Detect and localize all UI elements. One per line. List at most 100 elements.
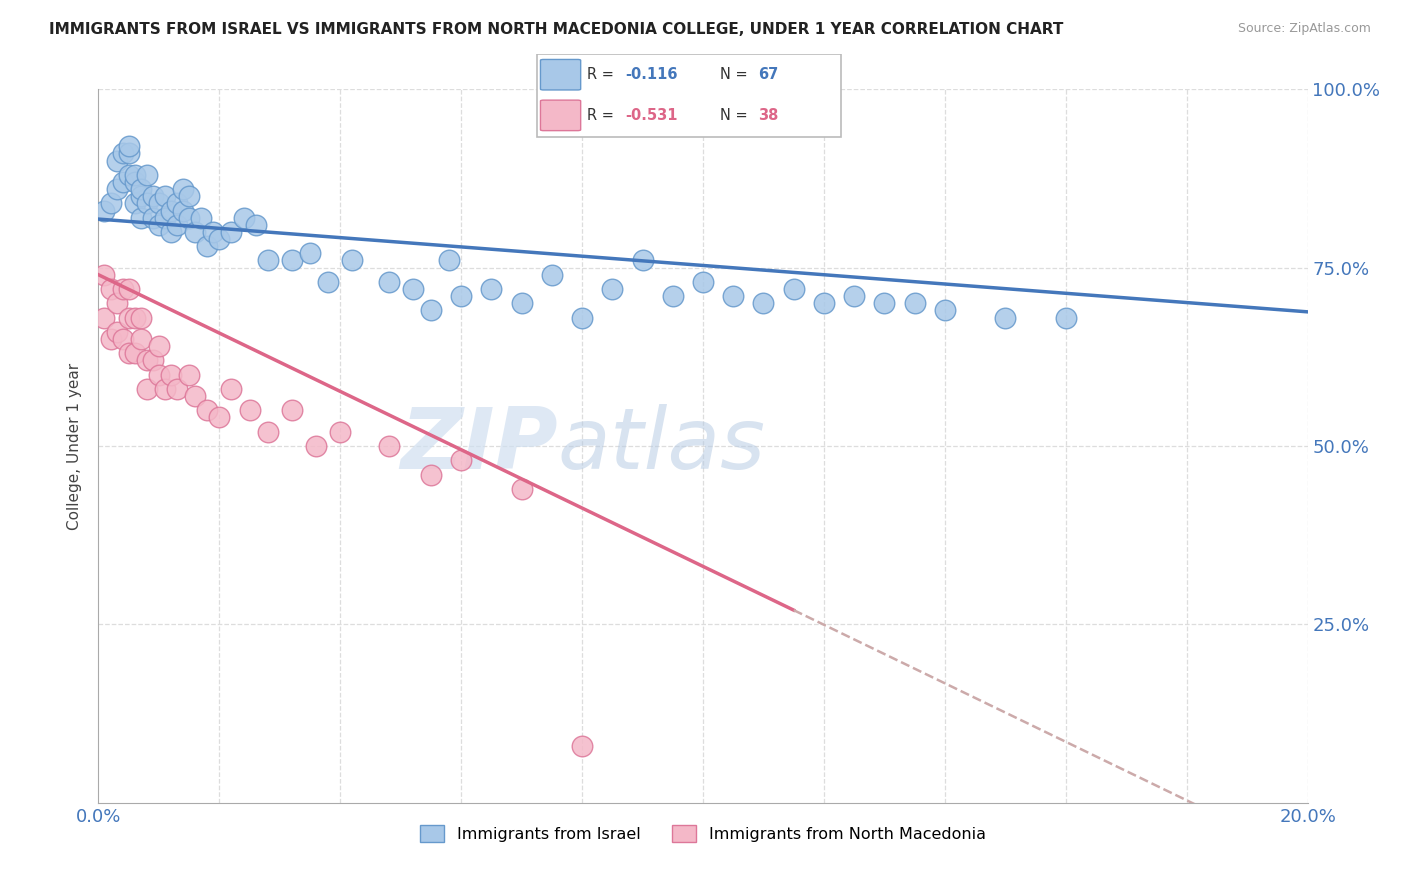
Point [420,303,443,318]
Point [111,175,134,189]
Point [111,282,134,296]
Point [305,439,328,453]
Point [631,253,654,268]
Point [329,425,352,439]
Point [195,239,218,253]
Text: -0.116: -0.116 [626,67,678,82]
Text: ZIP: ZIP [401,404,558,488]
FancyBboxPatch shape [540,60,581,90]
Point [202,225,225,239]
Point [160,225,183,239]
Point [135,382,157,396]
Point [232,211,254,225]
Point [100,282,122,296]
Text: 67: 67 [759,67,779,82]
Point [844,289,866,303]
Point [540,268,562,282]
Point [118,139,141,153]
Point [184,225,207,239]
Point [160,203,183,218]
Text: Source: ZipAtlas.com: Source: ZipAtlas.com [1237,22,1371,36]
Point [142,353,165,368]
Point [172,203,194,218]
Text: N =: N = [720,67,752,82]
Point [93,310,115,325]
Point [571,310,593,325]
Point [105,153,128,168]
Point [450,453,472,467]
Point [129,182,152,196]
Point [148,218,170,232]
Point [124,346,146,360]
Point [420,467,443,482]
Point [934,303,956,318]
Point [602,282,624,296]
Point [118,310,141,325]
Point [153,189,176,203]
Point [124,196,146,211]
Point [402,282,425,296]
Point [208,410,231,425]
Point [111,146,134,161]
Point [118,282,141,296]
Point [873,296,896,310]
Point [245,218,267,232]
Point [135,196,157,211]
Point [166,196,188,211]
Point [510,482,533,496]
Point [100,196,122,211]
Point [124,310,146,325]
Point [118,146,141,161]
Point [239,403,262,417]
Point [153,211,176,225]
Point [124,175,146,189]
Point [281,253,304,268]
Point [129,211,152,225]
Point [100,332,122,346]
Point [994,310,1017,325]
Point [450,289,472,303]
Point [342,253,364,268]
Legend: Immigrants from Israel, Immigrants from North Macedonia: Immigrants from Israel, Immigrants from … [413,819,993,848]
Point [129,189,152,203]
Point [571,739,593,753]
Point [153,382,176,396]
Point [172,182,194,196]
Point [813,296,835,310]
Text: 38: 38 [759,108,779,123]
Point [135,353,157,368]
Point [148,196,170,211]
Point [377,275,399,289]
Point [377,439,399,453]
Text: N =: N = [720,108,752,123]
Text: R =: R = [586,67,619,82]
Point [481,282,503,296]
Point [105,325,128,339]
Text: atlas: atlas [558,404,766,488]
Point [256,425,278,439]
Point [160,368,183,382]
Point [692,275,714,289]
Point [129,310,152,325]
Point [299,246,322,260]
Point [105,182,128,196]
Point [105,296,128,310]
Point [208,232,231,246]
Point [783,282,806,296]
Point [510,296,533,310]
Point [148,339,170,353]
Point [118,346,141,360]
Point [221,225,243,239]
Point [752,296,775,310]
Point [93,268,115,282]
Point [142,211,165,225]
Point [904,296,927,310]
Point [437,253,460,268]
Point [184,389,207,403]
Text: -0.531: -0.531 [626,108,678,123]
Point [179,189,201,203]
Point [661,289,683,303]
Text: IMMIGRANTS FROM ISRAEL VS IMMIGRANTS FROM NORTH MACEDONIA COLLEGE, UNDER 1 YEAR : IMMIGRANTS FROM ISRAEL VS IMMIGRANTS FRO… [49,22,1063,37]
Text: R =: R = [586,108,619,123]
Point [179,211,201,225]
